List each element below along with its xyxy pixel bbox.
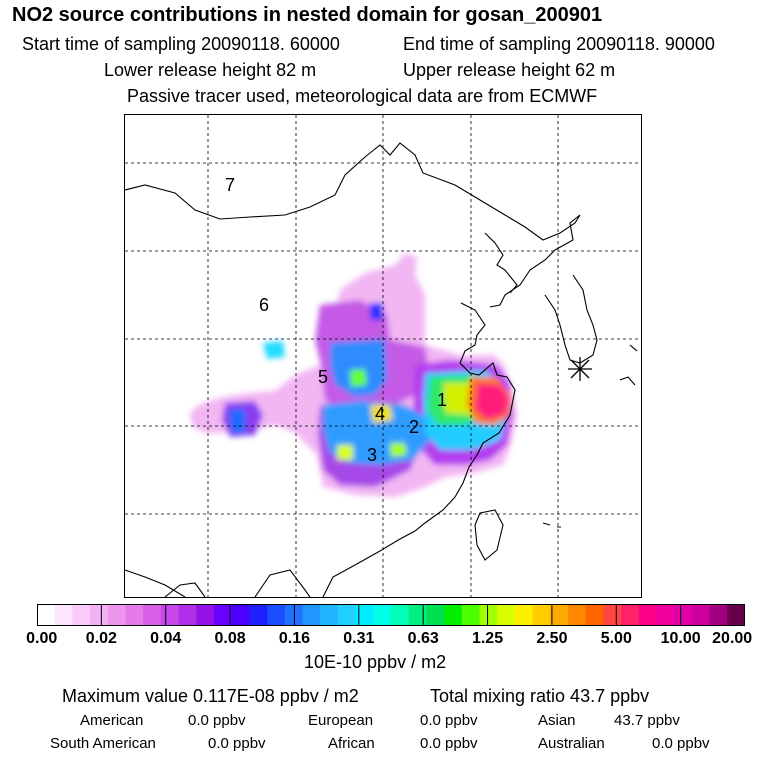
region-label-5: 5	[318, 367, 328, 387]
asian-label: Asian	[538, 712, 576, 729]
concentration-field	[190, 253, 517, 497]
colorbar-cell	[514, 604, 534, 626]
colorbar-cell	[656, 604, 675, 626]
colorbar-cell	[249, 604, 268, 626]
page-title: NO2 source contributions in nested domai…	[12, 4, 603, 26]
region-label-1: 1	[437, 390, 447, 410]
colorbar-cell	[160, 604, 180, 626]
colorbar-cell	[727, 604, 745, 626]
colorbar-cell	[337, 604, 357, 626]
colorbar-cell	[532, 604, 551, 626]
colorbar-cell	[373, 604, 392, 626]
colorbar-cell	[585, 604, 604, 626]
australian-label: Australian	[538, 735, 605, 752]
asian-value: 43.7 ppbv	[614, 712, 680, 729]
african-label: African	[328, 735, 375, 752]
colorbar-cell	[267, 604, 286, 626]
colorbar-cell	[320, 604, 339, 626]
colorbar-cell	[355, 604, 374, 626]
colorbar-tick-label: 10.00	[660, 630, 701, 647]
colorbar-cell	[426, 604, 445, 626]
colorbar-tick-label: 5.00	[600, 630, 632, 647]
tracer-info-label: Passive tracer used, meteorological data…	[127, 86, 598, 106]
asterisk-icon	[568, 357, 592, 381]
lower-release-label: Lower release height 82 m	[104, 60, 317, 80]
south-american-value: 0.0 ppbv	[208, 735, 266, 752]
region-label-7: 7	[225, 175, 235, 195]
colorbar-cell	[72, 604, 91, 626]
colorbar-cell	[54, 604, 73, 626]
colorbar-cell	[408, 604, 427, 626]
colorbar-cell	[444, 604, 463, 626]
map-grid	[125, 115, 641, 597]
south-american-label: South American	[50, 735, 156, 752]
colorbar-tick-label: 0.02	[85, 630, 117, 647]
colorbar-cell	[125, 604, 144, 626]
colorbar-cell	[691, 604, 711, 626]
start-time-label: Start time of sampling 20090118. 60000	[22, 34, 340, 54]
american-label: American	[80, 712, 144, 729]
total-mixing-ratio-label: Total mixing ratio 43.7 ppbv	[430, 686, 650, 706]
colorbar-cell	[196, 604, 215, 626]
colorbar-cell	[37, 604, 56, 626]
colorbar	[37, 604, 745, 626]
map-panel: 1 2 3 4 5 6 7	[124, 114, 642, 598]
colorbar-tick-label: 0.00	[26, 630, 58, 647]
colorbar-cell	[621, 604, 640, 626]
colorbar-cell	[107, 604, 126, 626]
colorbar-tick-label: 2.50	[536, 630, 568, 647]
african-value: 0.0 ppbv	[420, 735, 478, 752]
colorbar-tick-label: 0.16	[278, 630, 311, 647]
max-value-label: Maximum value 0.117E-08 ppbv / m2	[62, 686, 359, 706]
map-canvas: 1 2 3 4 5 6 7	[124, 115, 641, 598]
colorbar-cell	[214, 604, 233, 626]
colorbar-unit: 10E-10 ppbv / m2	[304, 652, 447, 672]
colorbar-cell	[550, 604, 569, 626]
colorbar-cell	[568, 604, 587, 626]
colorbar-tick-label: 0.04	[150, 630, 182, 647]
coastlines	[124, 142, 638, 598]
european-value: 0.0 ppbv	[420, 712, 478, 729]
region-label-2: 2	[409, 417, 419, 437]
upper-release-label: Upper release height 62 m	[403, 60, 616, 80]
colorbar-cell	[90, 604, 109, 626]
colorbar-tick-label: 0.31	[343, 630, 375, 647]
colorbar-cell	[178, 604, 197, 626]
colorbar-cell	[143, 604, 162, 626]
colorbar-tick-label: 20.00	[712, 630, 753, 647]
colorbar-cell	[674, 604, 693, 626]
colorbar-cell	[638, 604, 657, 626]
colorbar-cell	[391, 604, 410, 626]
colorbar-cell	[603, 604, 622, 626]
region-label-3: 3	[367, 445, 377, 465]
colorbar-tick-label: 0.63	[407, 630, 439, 647]
colorbar-cell	[497, 604, 516, 626]
colorbar-tick-label: 1.25	[471, 630, 504, 647]
australian-value: 0.0 ppbv	[652, 735, 710, 752]
end-time-label: End time of sampling 20090118. 90000	[403, 34, 715, 54]
colorbar-cell	[284, 604, 303, 626]
american-value: 0.0 ppbv	[188, 712, 246, 729]
colorbar-tick-label: 0.08	[214, 630, 246, 647]
colorbar-cell	[231, 604, 250, 626]
region-label-6: 6	[259, 295, 269, 315]
colorbar-cell	[479, 604, 498, 626]
colorbar-cell	[461, 604, 480, 626]
colorbar-cell	[709, 604, 728, 626]
colorbar-cell	[302, 604, 321, 626]
european-label: European	[308, 712, 374, 729]
region-label-4: 4	[375, 404, 385, 424]
